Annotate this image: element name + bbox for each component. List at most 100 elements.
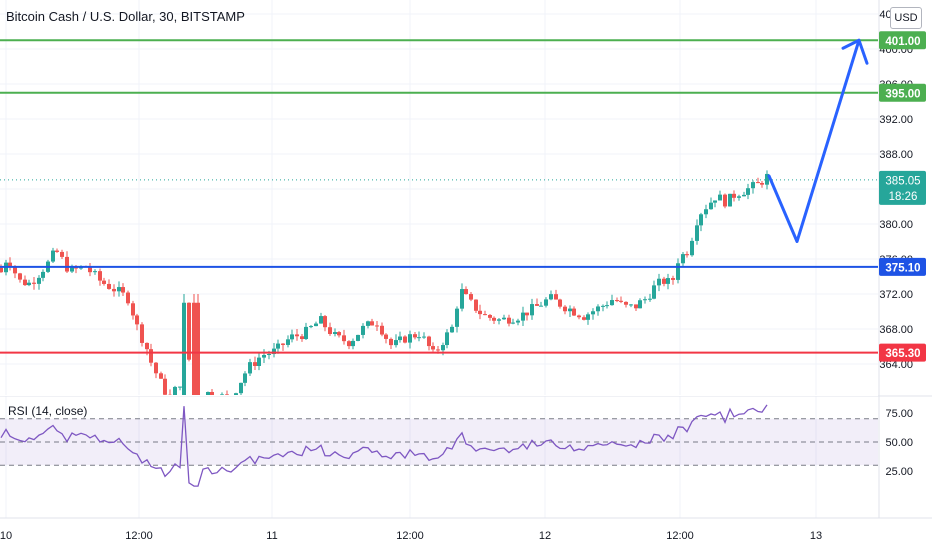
candle-body: [728, 193, 732, 207]
candle-body: [568, 308, 572, 312]
candle-body: [648, 298, 652, 300]
time-tick-label: 12:00: [125, 530, 153, 542]
candle-body: [88, 267, 92, 273]
candle-body: [32, 282, 36, 284]
level-price-label: 395.00: [885, 88, 920, 100]
candle-body: [765, 173, 769, 185]
chart-title: Bitcoin Cash / U.S. Dollar, 30, BITSTAMP: [6, 9, 245, 24]
candle-body: [145, 342, 149, 350]
price-tick-label: 364.00: [879, 359, 913, 371]
candle-body: [60, 251, 64, 257]
candle-body: [408, 334, 412, 343]
candle-body: [713, 200, 717, 203]
price-tick-label: 368.00: [879, 324, 913, 336]
candle-body: [652, 285, 656, 299]
candle-body: [563, 306, 567, 312]
candle-body: [135, 315, 139, 325]
current-price-label: 385.05: [885, 175, 920, 187]
candle-body: [248, 362, 252, 374]
candle-body: [483, 314, 487, 316]
candle-body: [163, 378, 167, 395]
candle-body: [356, 334, 360, 341]
candle-body: [112, 288, 116, 292]
candle-body: [102, 280, 106, 284]
candle-body: [276, 343, 280, 349]
candle-body: [544, 299, 548, 306]
time-tick-label: 12:00: [396, 530, 424, 542]
candle-body: [681, 254, 685, 264]
candles: [0, 170, 769, 395]
candle-body: [572, 308, 576, 316]
candle-body: [239, 382, 243, 394]
candle-body: [507, 317, 511, 324]
candle-body: [351, 340, 355, 347]
candle-body: [389, 338, 393, 346]
rsi-tick-label: 50.00: [885, 437, 913, 449]
candle-body: [131, 303, 135, 316]
candle-body: [27, 282, 31, 286]
candle-body: [173, 386, 177, 395]
candle-body: [746, 188, 750, 195]
candle-body: [638, 300, 642, 309]
time-tick-label: 13: [810, 530, 822, 542]
candle-body: [549, 294, 553, 300]
candle-body: [13, 266, 17, 274]
candle-body: [760, 183, 764, 185]
candle-body: [337, 332, 341, 336]
candle-body: [657, 278, 661, 286]
candle-body: [347, 341, 351, 347]
currency-button[interactable]: USD: [890, 7, 922, 29]
candle-body: [187, 302, 191, 360]
candle-body: [441, 345, 445, 351]
candle-body: [591, 311, 595, 315]
candle-body: [709, 202, 713, 210]
candle-body: [474, 299, 478, 311]
candle-body: [723, 194, 727, 207]
candle-body: [300, 336, 304, 340]
candle-body: [192, 302, 196, 395]
candle-body: [51, 250, 55, 262]
candle-body: [206, 391, 210, 395]
countdown-label: 18:26: [889, 191, 918, 203]
candle-body: [525, 312, 529, 316]
grid: [0, 0, 878, 518]
level-price-tag: [879, 31, 926, 50]
candle-body: [516, 320, 520, 323]
candle-body: [502, 317, 506, 320]
candle-body: [427, 336, 431, 347]
candle-body: [243, 373, 247, 383]
candle-body: [220, 394, 224, 395]
candle-body: [65, 256, 69, 272]
candle-body: [417, 337, 421, 339]
candle-body: [140, 324, 144, 343]
rsi-tick-label: 75.00: [885, 408, 913, 420]
candle-body: [159, 373, 163, 379]
candle-body: [257, 357, 261, 366]
candle-body: [422, 336, 426, 338]
candle-body: [610, 300, 614, 306]
candle-body: [478, 310, 482, 315]
candle-body: [413, 334, 417, 338]
candle-body: [685, 254, 689, 256]
candle-body: [436, 349, 440, 351]
candle-body: [384, 334, 388, 339]
level-price-tag: [879, 257, 926, 276]
candle-body: [0, 267, 3, 273]
candle-body: [469, 294, 473, 300]
candle-body: [445, 332, 449, 346]
level-price-label: 401.00: [885, 36, 920, 48]
candle-body: [460, 289, 464, 309]
candle-body: [8, 262, 12, 267]
current-price-tag: [879, 170, 926, 205]
candle-body: [394, 340, 398, 346]
candle-body: [582, 317, 586, 320]
candle-body: [286, 339, 290, 345]
candle-body: [98, 271, 102, 281]
level-price-label: 365.30: [885, 348, 920, 360]
rsi-label: RSI (14, close): [8, 404, 88, 418]
candle-body: [601, 305, 605, 307]
candle-body: [554, 294, 558, 300]
candle-body: [671, 278, 675, 280]
candle-body: [464, 289, 468, 295]
